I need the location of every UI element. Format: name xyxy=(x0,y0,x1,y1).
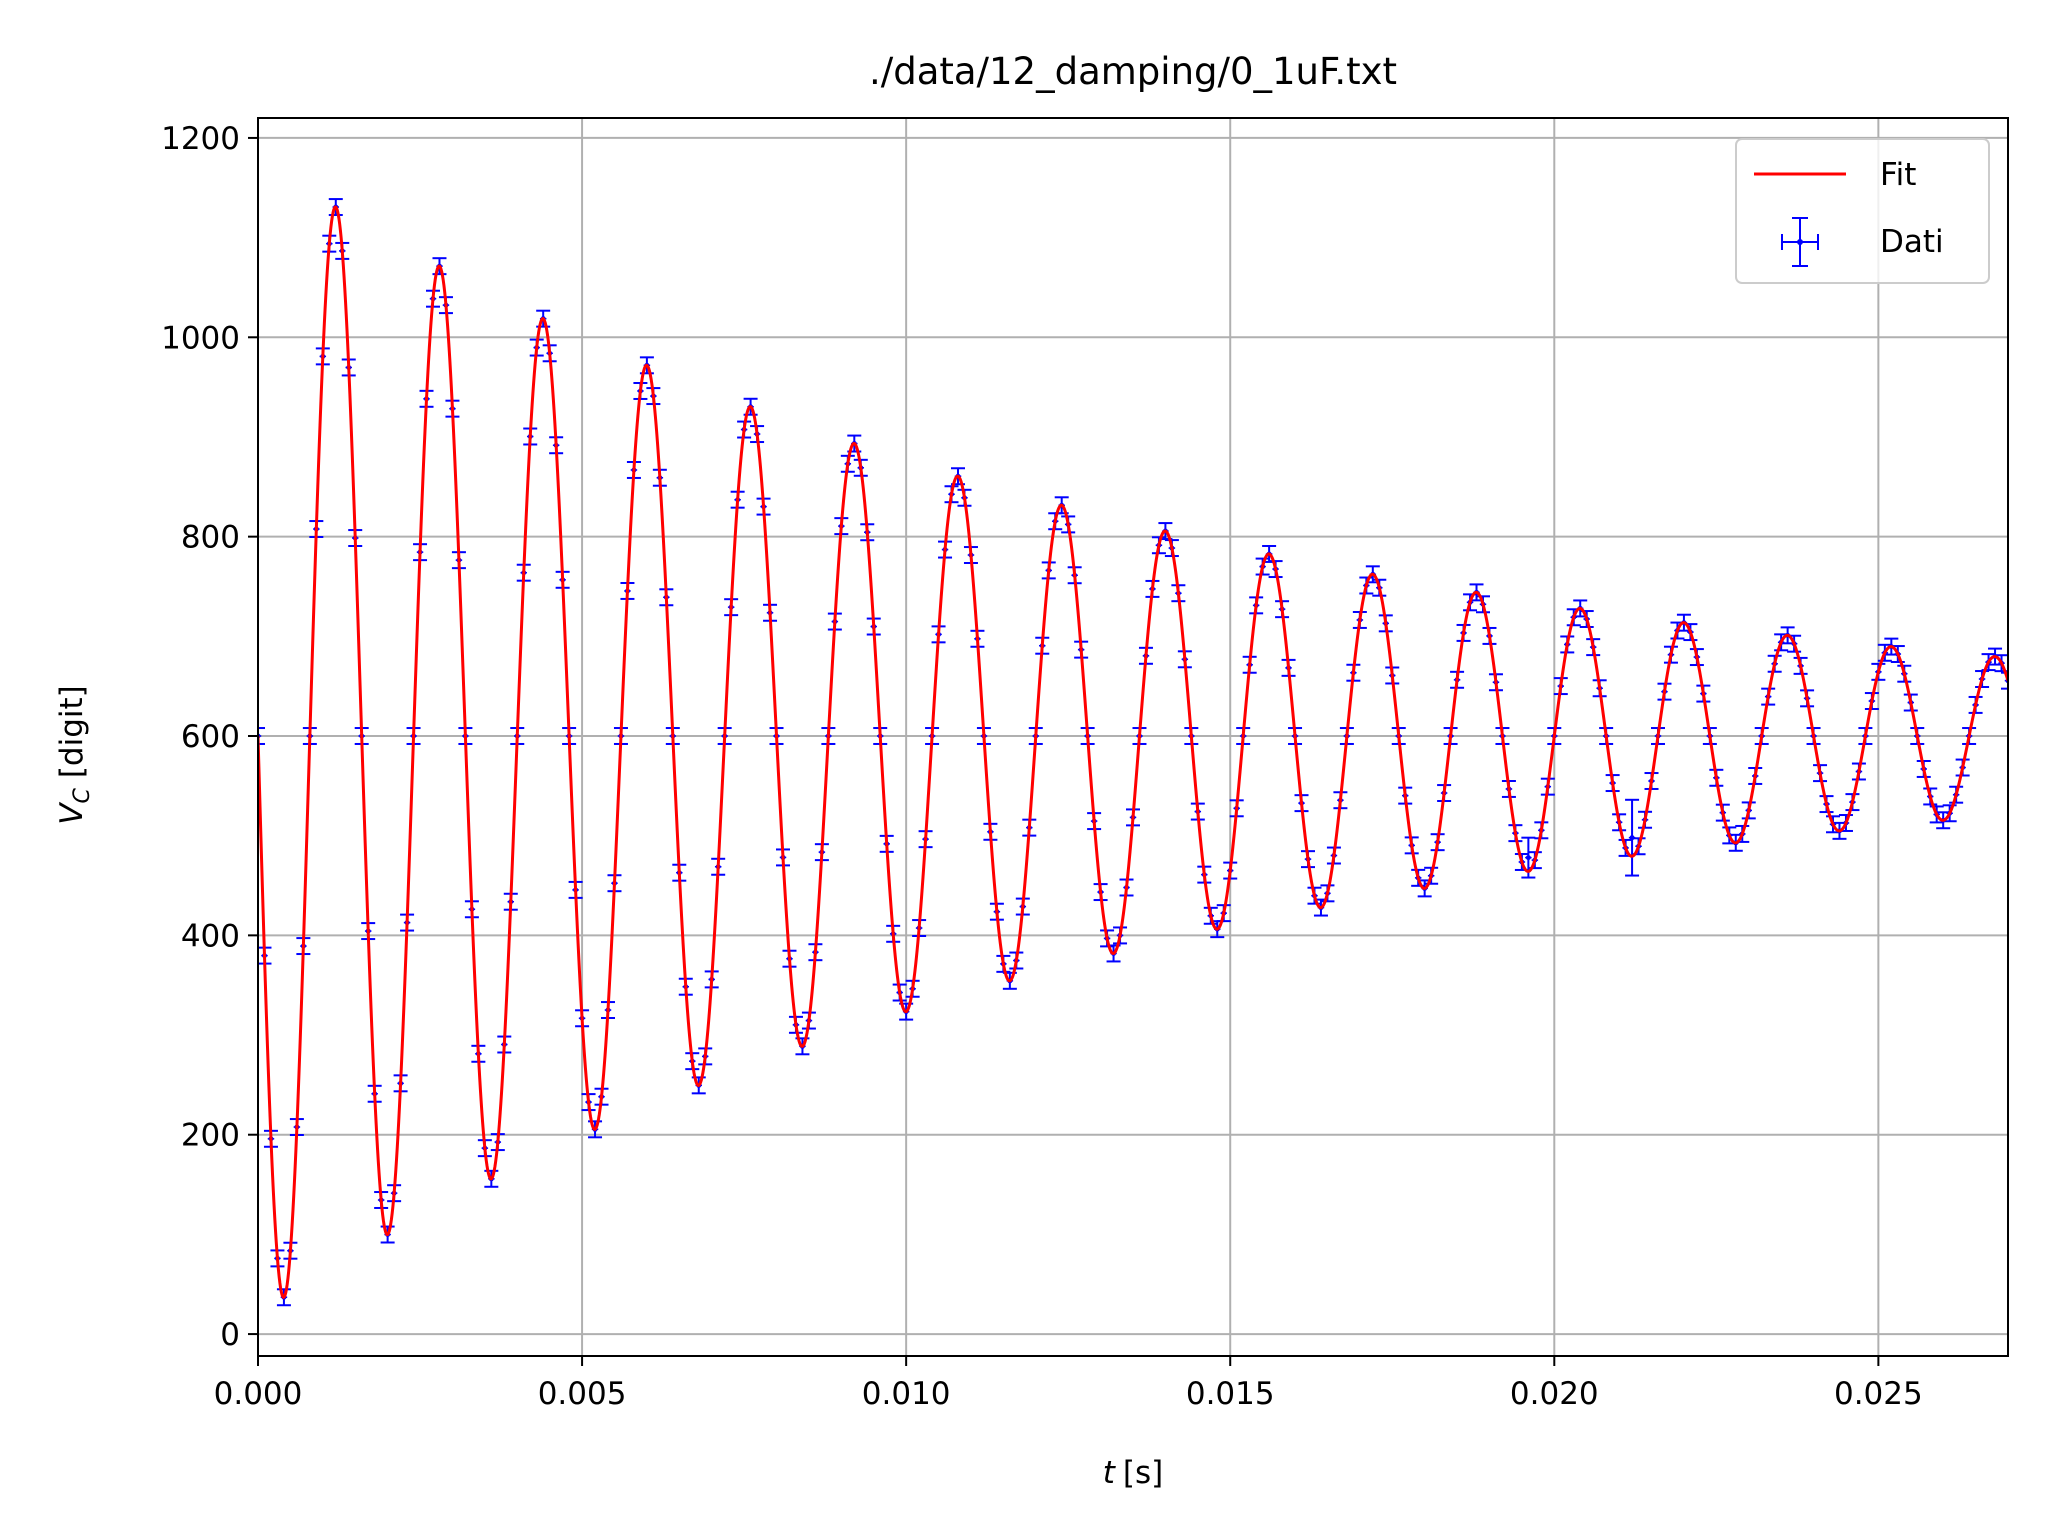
legend-box xyxy=(1735,138,1990,284)
x-axis-title: t [s] xyxy=(1103,1455,1164,1491)
legend: Fit Dati xyxy=(1735,138,1990,284)
y-axis: 0 200 400 600 800 1000 1200 xyxy=(161,121,258,1353)
x-axis-title-unit: [s] xyxy=(1123,1455,1163,1491)
y-axis-title: VC [digit] xyxy=(54,685,95,825)
plot-area xyxy=(258,198,2008,1307)
x-axis: 0.000 0.005 0.010 0.015 0.020 0.025 xyxy=(214,1356,1923,1412)
x-tick-label: 0.005 xyxy=(538,1376,627,1412)
grid xyxy=(257,118,2008,1356)
y-tick-label: 400 xyxy=(181,918,240,954)
x-tick-label: 0.015 xyxy=(1186,1376,1275,1412)
y-axis-title-unit: [digit] xyxy=(54,685,90,778)
chart-title: ./data/12_damping/0_1uF.txt xyxy=(869,50,1397,93)
y-tick-label: 0 xyxy=(220,1317,240,1353)
y-tick-label: 200 xyxy=(181,1118,240,1154)
y-axis-title-sub: C xyxy=(70,788,95,804)
legend-dati-swatch xyxy=(1781,217,1819,267)
y-axis-title-var: V xyxy=(54,801,90,825)
x-tick-label: 0.025 xyxy=(1834,1376,1923,1412)
legend-fit-label: Fit xyxy=(1880,157,1916,193)
fit-line xyxy=(258,205,2008,1300)
y-tick-label: 600 xyxy=(181,719,240,755)
x-axis-title-var: t xyxy=(1103,1455,1117,1491)
y-tick-label: 1200 xyxy=(161,121,240,157)
y-tick-label: 1000 xyxy=(161,320,240,356)
x-tick-label: 0.020 xyxy=(1510,1376,1599,1412)
x-tick-label: 0.010 xyxy=(862,1376,951,1412)
x-tick-label: 0.000 xyxy=(214,1376,303,1412)
y-tick-label: 800 xyxy=(181,520,240,556)
legend-dati-label: Dati xyxy=(1880,224,1944,260)
